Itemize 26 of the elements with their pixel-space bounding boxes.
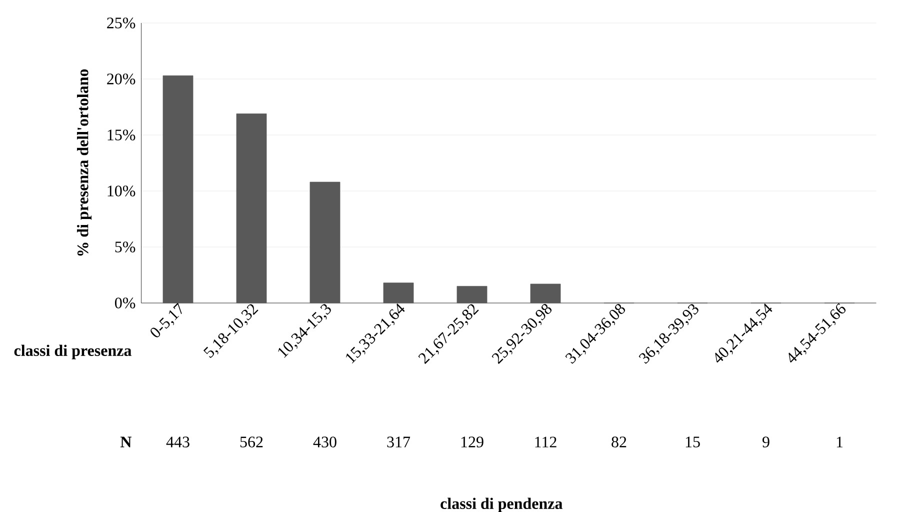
bar: [530, 284, 561, 304]
text: 1: [836, 436, 843, 448]
text: classi di pendenza: [440, 498, 562, 512]
y-tick-label: 25%: [107, 18, 136, 28]
y-tick-label: 10%: [108, 186, 136, 196]
text: 430: [313, 436, 336, 448]
text: 112: [535, 436, 556, 448]
bar: [236, 114, 267, 304]
text: 562: [240, 436, 263, 448]
y-tick-label: 5%: [115, 242, 136, 252]
bar: [383, 282, 414, 304]
y-axis-title: % di presenza dell'ortolano: [77, 69, 92, 256]
bar: [456, 286, 488, 304]
bar: [310, 182, 340, 304]
y-tick-label: 20%: [107, 74, 136, 84]
text: 443: [166, 436, 190, 448]
text: 82: [612, 436, 626, 448]
text: 317: [387, 436, 410, 448]
bar: [162, 75, 194, 304]
text: 9: [762, 436, 770, 448]
y-tick-label: 0%: [115, 298, 136, 308]
text: N: [120, 436, 132, 448]
y-tick-label: 15%: [108, 130, 136, 140]
text: 15: [686, 436, 700, 448]
text: 129: [461, 436, 484, 448]
text: classi di presenza: [14, 344, 132, 360]
